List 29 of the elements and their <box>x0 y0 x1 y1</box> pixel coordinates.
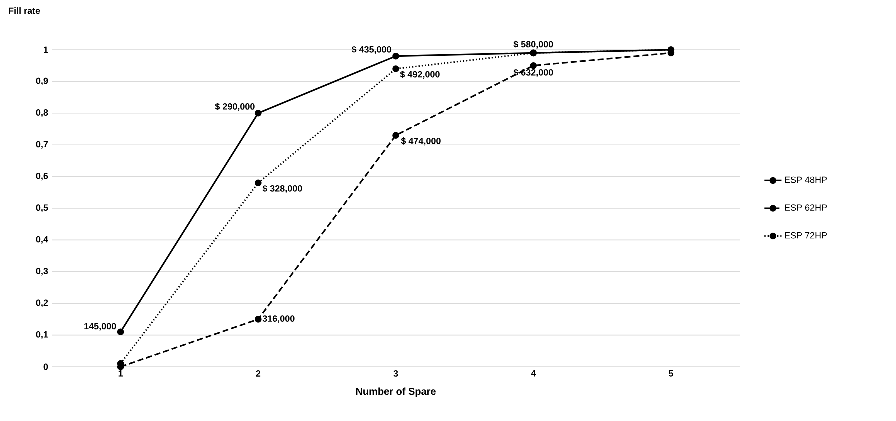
y-tick-label: 0,8 <box>36 110 48 118</box>
annotation: $ 580,000 <box>514 40 554 49</box>
annotation: $ 328,000 <box>262 185 302 194</box>
x-tick-label: 2 <box>256 370 261 377</box>
annotation: $ 290,000 <box>215 103 255 112</box>
y-tick-label: 0,2 <box>36 300 48 308</box>
x-tick-label: 5 <box>668 370 674 377</box>
y-tick-label: 0 <box>44 364 48 370</box>
annotation: $ 474,000 <box>401 138 441 146</box>
y-tick-label: 0,6 <box>36 172 48 181</box>
legend-label: ESP 72HP <box>785 232 828 239</box>
annotation: $ 492,000 <box>400 70 440 80</box>
y-tick-label: 0,4 <box>36 236 48 244</box>
y-tick-label: 0,7 <box>36 141 48 149</box>
y-tick-label: 0,5 <box>36 204 48 212</box>
x-axis-title: Number of Spare <box>356 388 436 398</box>
legend-label: ESP 62HP <box>785 204 828 211</box>
y-tick-label: 0,9 <box>36 78 48 86</box>
legend-label: ESP 48HP <box>785 176 828 184</box>
annotation: 316,000 <box>262 316 295 324</box>
y-axis-title: Fill rate <box>9 8 40 14</box>
y-tick-label: 1 <box>44 46 48 54</box>
x-tick-label: 3 <box>394 370 398 377</box>
x-tick-label: 4 <box>531 370 536 377</box>
x-tick-label: 1 <box>118 370 124 377</box>
y-tick-label: 0,3 <box>36 268 48 276</box>
annotation: 145,000 <box>84 323 116 331</box>
annotation: $ 435,000 <box>352 46 392 54</box>
y-tick-label: 0,1 <box>36 331 48 340</box>
